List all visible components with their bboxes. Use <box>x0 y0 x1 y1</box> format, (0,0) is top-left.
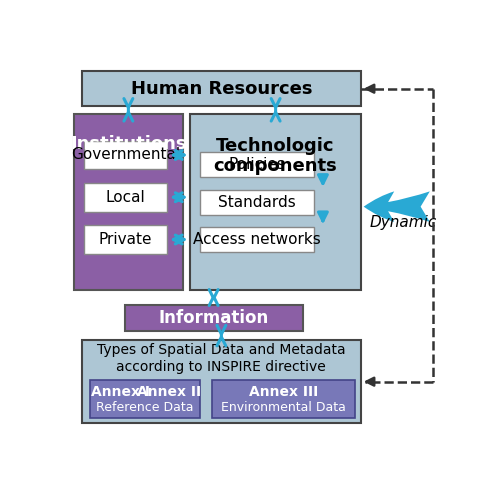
Text: Private: Private <box>98 232 152 247</box>
Text: Human Resources: Human Resources <box>130 80 312 98</box>
Text: Environmental Data: Environmental Data <box>221 401 346 414</box>
Bar <box>84 225 167 254</box>
Text: Annex III: Annex III <box>249 385 318 399</box>
Text: Types of Spatial Data and Metadata
according to INSPIRE directive: Types of Spatial Data and Metadata accor… <box>97 343 346 374</box>
Bar <box>82 340 361 423</box>
Bar <box>74 114 182 290</box>
Text: Policies: Policies <box>229 157 285 172</box>
Bar <box>200 190 314 215</box>
Text: Institutions: Institutions <box>70 135 186 153</box>
Text: Access networks: Access networks <box>194 232 321 247</box>
Bar <box>200 227 314 252</box>
Bar <box>90 380 200 418</box>
Text: Annex I: Annex I <box>91 385 150 399</box>
Bar <box>84 141 167 169</box>
Text: Governmental: Governmental <box>71 148 180 163</box>
Bar <box>212 380 355 418</box>
Text: Information: Information <box>158 309 269 327</box>
Text: Reference Data: Reference Data <box>96 401 194 414</box>
Bar <box>84 183 167 212</box>
Bar <box>190 114 361 290</box>
Text: Dynamic: Dynamic <box>370 216 437 231</box>
Bar <box>82 71 361 106</box>
Text: Standards: Standards <box>218 195 296 210</box>
Bar <box>124 304 303 331</box>
Text: Annex II: Annex II <box>137 385 201 399</box>
Text: Technologic
components: Technologic components <box>214 137 338 176</box>
Bar <box>200 152 314 177</box>
Text: Local: Local <box>106 190 146 205</box>
